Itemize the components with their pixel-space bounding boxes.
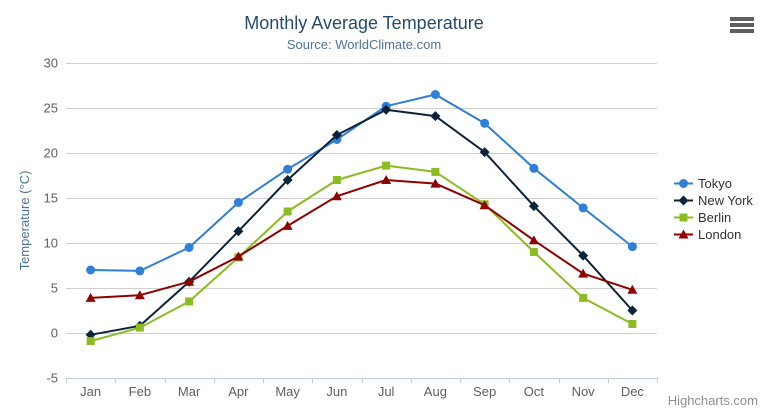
y-axis-label: -5 [46,371,58,386]
x-axis-label: Feb [129,384,151,399]
x-axis-label: Mar [178,384,201,399]
data-point[interactable] [382,161,391,170]
data-point[interactable] [283,164,293,174]
data-point[interactable] [529,163,539,173]
x-axis-label: Apr [228,384,249,399]
data-point[interactable] [627,284,638,294]
series-new-york [85,104,638,340]
x-axis-label: Jul [378,384,395,399]
data-point[interactable] [233,198,243,207]
legend-symbol [678,229,689,239]
legend-label: Tokyo [698,176,732,191]
x-axis-label: Jan [80,384,101,399]
y-axis-label: 0 [51,326,58,341]
legend-marker-triangle-icon [674,229,693,239]
legend-symbol [679,213,688,222]
legend-item-tokyo[interactable]: Tokyo [674,175,753,192]
data-point[interactable] [283,207,292,216]
data-point[interactable] [282,220,293,230]
legend-item-new-york[interactable]: New York [674,192,753,209]
legend-symbol [679,179,688,188]
legend-marker-circle-icon [674,179,693,188]
data-point[interactable] [233,251,244,261]
data-point[interactable] [529,248,538,256]
data-point[interactable] [184,243,194,252]
data-point[interactable] [578,250,589,261]
data-point[interactable] [578,268,589,278]
y-axis-label: 10 [44,236,58,251]
data-point[interactable] [135,323,144,332]
data-point[interactable] [86,337,95,346]
data-point[interactable] [381,175,392,184]
y-axis-label: 25 [44,101,58,116]
data-point[interactable] [135,266,145,276]
data-point[interactable] [627,305,638,316]
x-axis-label: Nov [572,384,596,399]
data-point[interactable] [381,104,392,115]
x-axis-label: Aug [424,384,447,399]
series-line-new-york[interactable] [89,108,634,336]
data-point[interactable] [184,276,195,286]
y-axis-label: 30 [44,56,58,71]
chart-subtitle: Source: WorldClimate.com [286,37,442,52]
x-axis-label: Oct [524,384,545,399]
legend-item-berlin[interactable]: Berlin [674,209,753,226]
data-point[interactable] [579,293,588,302]
series-line-tokyo[interactable] [89,93,634,272]
x-axis-label: Dec [621,384,645,399]
data-point[interactable] [628,320,637,328]
y-axis-label: 15 [44,191,58,206]
data-point[interactable] [528,201,539,212]
data-point[interactable] [528,235,539,245]
data-point[interactable] [479,147,490,158]
y-axis-title: Temperature (°C) [17,171,32,271]
export-menu-button[interactable] [727,15,757,37]
data-point[interactable] [627,242,637,252]
y-axis-label: 5 [51,281,58,296]
hamburger-icon [730,17,754,33]
legend-label: Berlin [698,210,732,225]
series-tokyo [86,90,637,276]
data-point[interactable] [85,292,96,302]
data-point[interactable] [331,130,342,140]
legend: Tokyo New York Berlin London [674,175,753,243]
legend-label: London [698,227,742,242]
data-point[interactable] [430,111,441,122]
data-point[interactable] [86,265,96,275]
data-point[interactable] [282,175,293,185]
data-point[interactable] [480,118,490,128]
y-axis-label: 20 [44,146,58,161]
legend-symbol [678,195,689,206]
data-point[interactable] [430,178,441,188]
x-axis-label: Sep [473,384,496,399]
data-point[interactable] [233,226,244,237]
x-axis-label: Jun [326,384,347,399]
chart-title: Monthly Average Temperature [244,13,484,33]
data-point[interactable] [185,297,194,306]
x-axis-label: May [275,384,300,399]
credits-link[interactable]: Highcharts.com [667,393,758,408]
series-line-berlin[interactable] [89,164,634,343]
legend-label: New York [698,193,753,208]
data-point[interactable] [578,203,588,213]
data-point[interactable] [430,90,440,99]
data-point[interactable] [134,290,145,300]
data-point[interactable] [431,167,440,176]
data-point[interactable] [332,176,341,184]
legend-marker-square-icon [674,213,693,222]
legend-marker-diamond-icon [674,195,693,206]
series-line-london[interactable] [89,179,634,299]
series-london [85,175,638,302]
legend-item-london[interactable]: London [674,226,753,243]
data-point[interactable] [479,200,490,210]
data-point[interactable] [331,191,342,201]
